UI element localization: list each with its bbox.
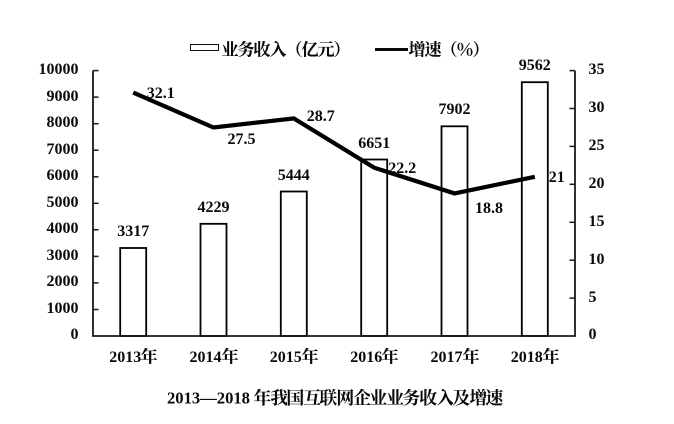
cjk-glyph xyxy=(370,389,387,405)
cjk-glyph xyxy=(141,347,158,364)
bar-2015年 xyxy=(279,190,308,337)
bar-2018年 xyxy=(520,81,549,337)
bar-2013年 xyxy=(119,247,148,337)
left-axis-label-3000: 3000 xyxy=(46,246,79,264)
cjk-glyph xyxy=(486,389,504,406)
legend-line-swatch xyxy=(374,47,408,51)
line-value-label-21: 21 xyxy=(548,168,565,186)
cjk-glyph xyxy=(473,41,479,57)
left-axis-label-5000: 5000 xyxy=(46,193,79,211)
cjk-glyph xyxy=(420,389,437,406)
bar-value-label-9562: 9562 xyxy=(518,57,551,75)
cjk-glyph xyxy=(270,389,288,406)
cjk-glyph xyxy=(320,389,338,406)
bar-value-label-7902: 7902 xyxy=(438,101,471,119)
category-label-2014年: 2014 xyxy=(169,347,259,367)
cjk-glyph xyxy=(238,41,254,57)
legend-bar-swatch xyxy=(189,44,219,52)
bar-2017年 xyxy=(440,125,469,337)
bar-value-label-6651: 6651 xyxy=(358,134,391,152)
right-axis-label-10: 10 xyxy=(588,250,605,268)
left-axis-label-9000: 9000 xyxy=(46,87,79,105)
right-axis-label-30: 30 xyxy=(588,98,605,116)
right-axis-label-15: 15 xyxy=(588,212,605,230)
bar-2016年 xyxy=(360,158,389,337)
cjk-glyph xyxy=(296,41,302,57)
legend-growth-label xyxy=(409,41,489,60)
left-axis-label-2000: 2000 xyxy=(46,273,79,291)
left-axis-label-1000: 1000 xyxy=(46,299,79,317)
cjk-glyph xyxy=(254,41,270,57)
right-axis-label-35: 35 xyxy=(588,61,605,78)
cjk-glyph xyxy=(451,41,457,57)
cjk-glyph xyxy=(318,41,334,57)
right-axis-label-25: 25 xyxy=(588,136,605,154)
cjk-glyph xyxy=(386,389,404,405)
cjk-glyph xyxy=(270,41,286,57)
cjk-glyph xyxy=(302,41,318,57)
cjk-glyph xyxy=(542,347,559,364)
left-axis-label-8000: 8000 xyxy=(46,114,79,132)
line-value-label-18.8: 18.8 xyxy=(475,199,503,217)
category-label-2015年: 2015 xyxy=(249,347,339,367)
cjk-glyph xyxy=(353,389,371,406)
bar-value-label-5444: 5444 xyxy=(277,166,310,184)
cjk-glyph xyxy=(403,389,421,406)
cjk-glyph xyxy=(382,347,399,364)
line-value-label-27.5: 27.5 xyxy=(227,131,256,148)
cjk-glyph xyxy=(436,389,454,406)
right-axis-label-20: 20 xyxy=(588,174,605,192)
cjk-glyph xyxy=(221,347,238,364)
cjk-glyph xyxy=(338,389,354,406)
cjk-glyph xyxy=(457,42,473,56)
cjk-glyph xyxy=(425,41,441,57)
left-axis-label-6000: 6000 xyxy=(46,167,79,185)
cjk-glyph xyxy=(409,41,425,57)
cjk-glyph xyxy=(334,41,340,57)
cjk-glyph xyxy=(462,347,479,364)
growth-line xyxy=(132,90,536,196)
line-value-label-32.1: 32.1 xyxy=(146,84,175,102)
cjk-glyph xyxy=(254,389,271,406)
cjk-glyph xyxy=(303,389,321,405)
bar-value-label-3317: 3317 xyxy=(117,223,150,240)
right-axis-label-0: 0 xyxy=(588,326,597,344)
right-axis-label-5: 5 xyxy=(588,288,597,306)
category-label-2013年: 2013 xyxy=(88,347,178,367)
category-label-2018年: 2018 xyxy=(490,347,580,367)
line-value-label-28.7: 28.7 xyxy=(306,108,335,126)
cjk-glyph xyxy=(222,41,238,56)
bar-value-label-4229: 4229 xyxy=(197,198,230,216)
legend-revenue-label xyxy=(222,41,350,60)
left-axis-label-7000: 7000 xyxy=(46,140,79,158)
cjk-glyph xyxy=(301,347,318,364)
chart-title: 2013—2018 xyxy=(0,389,672,408)
left-axis-label-0: 0 xyxy=(70,326,79,344)
cjk-glyph xyxy=(469,389,487,406)
cjk-glyph xyxy=(288,389,304,406)
bar-2014年 xyxy=(199,222,228,337)
line-value-label-22.2: 22.2 xyxy=(388,159,417,177)
left-axis-label-10000: 10000 xyxy=(38,61,79,78)
category-label-2016年: 2016 xyxy=(329,347,419,367)
category-label-2017年: 2017 xyxy=(410,347,500,367)
cjk-glyph xyxy=(453,389,470,406)
left-axis-label-4000: 4000 xyxy=(46,220,79,238)
